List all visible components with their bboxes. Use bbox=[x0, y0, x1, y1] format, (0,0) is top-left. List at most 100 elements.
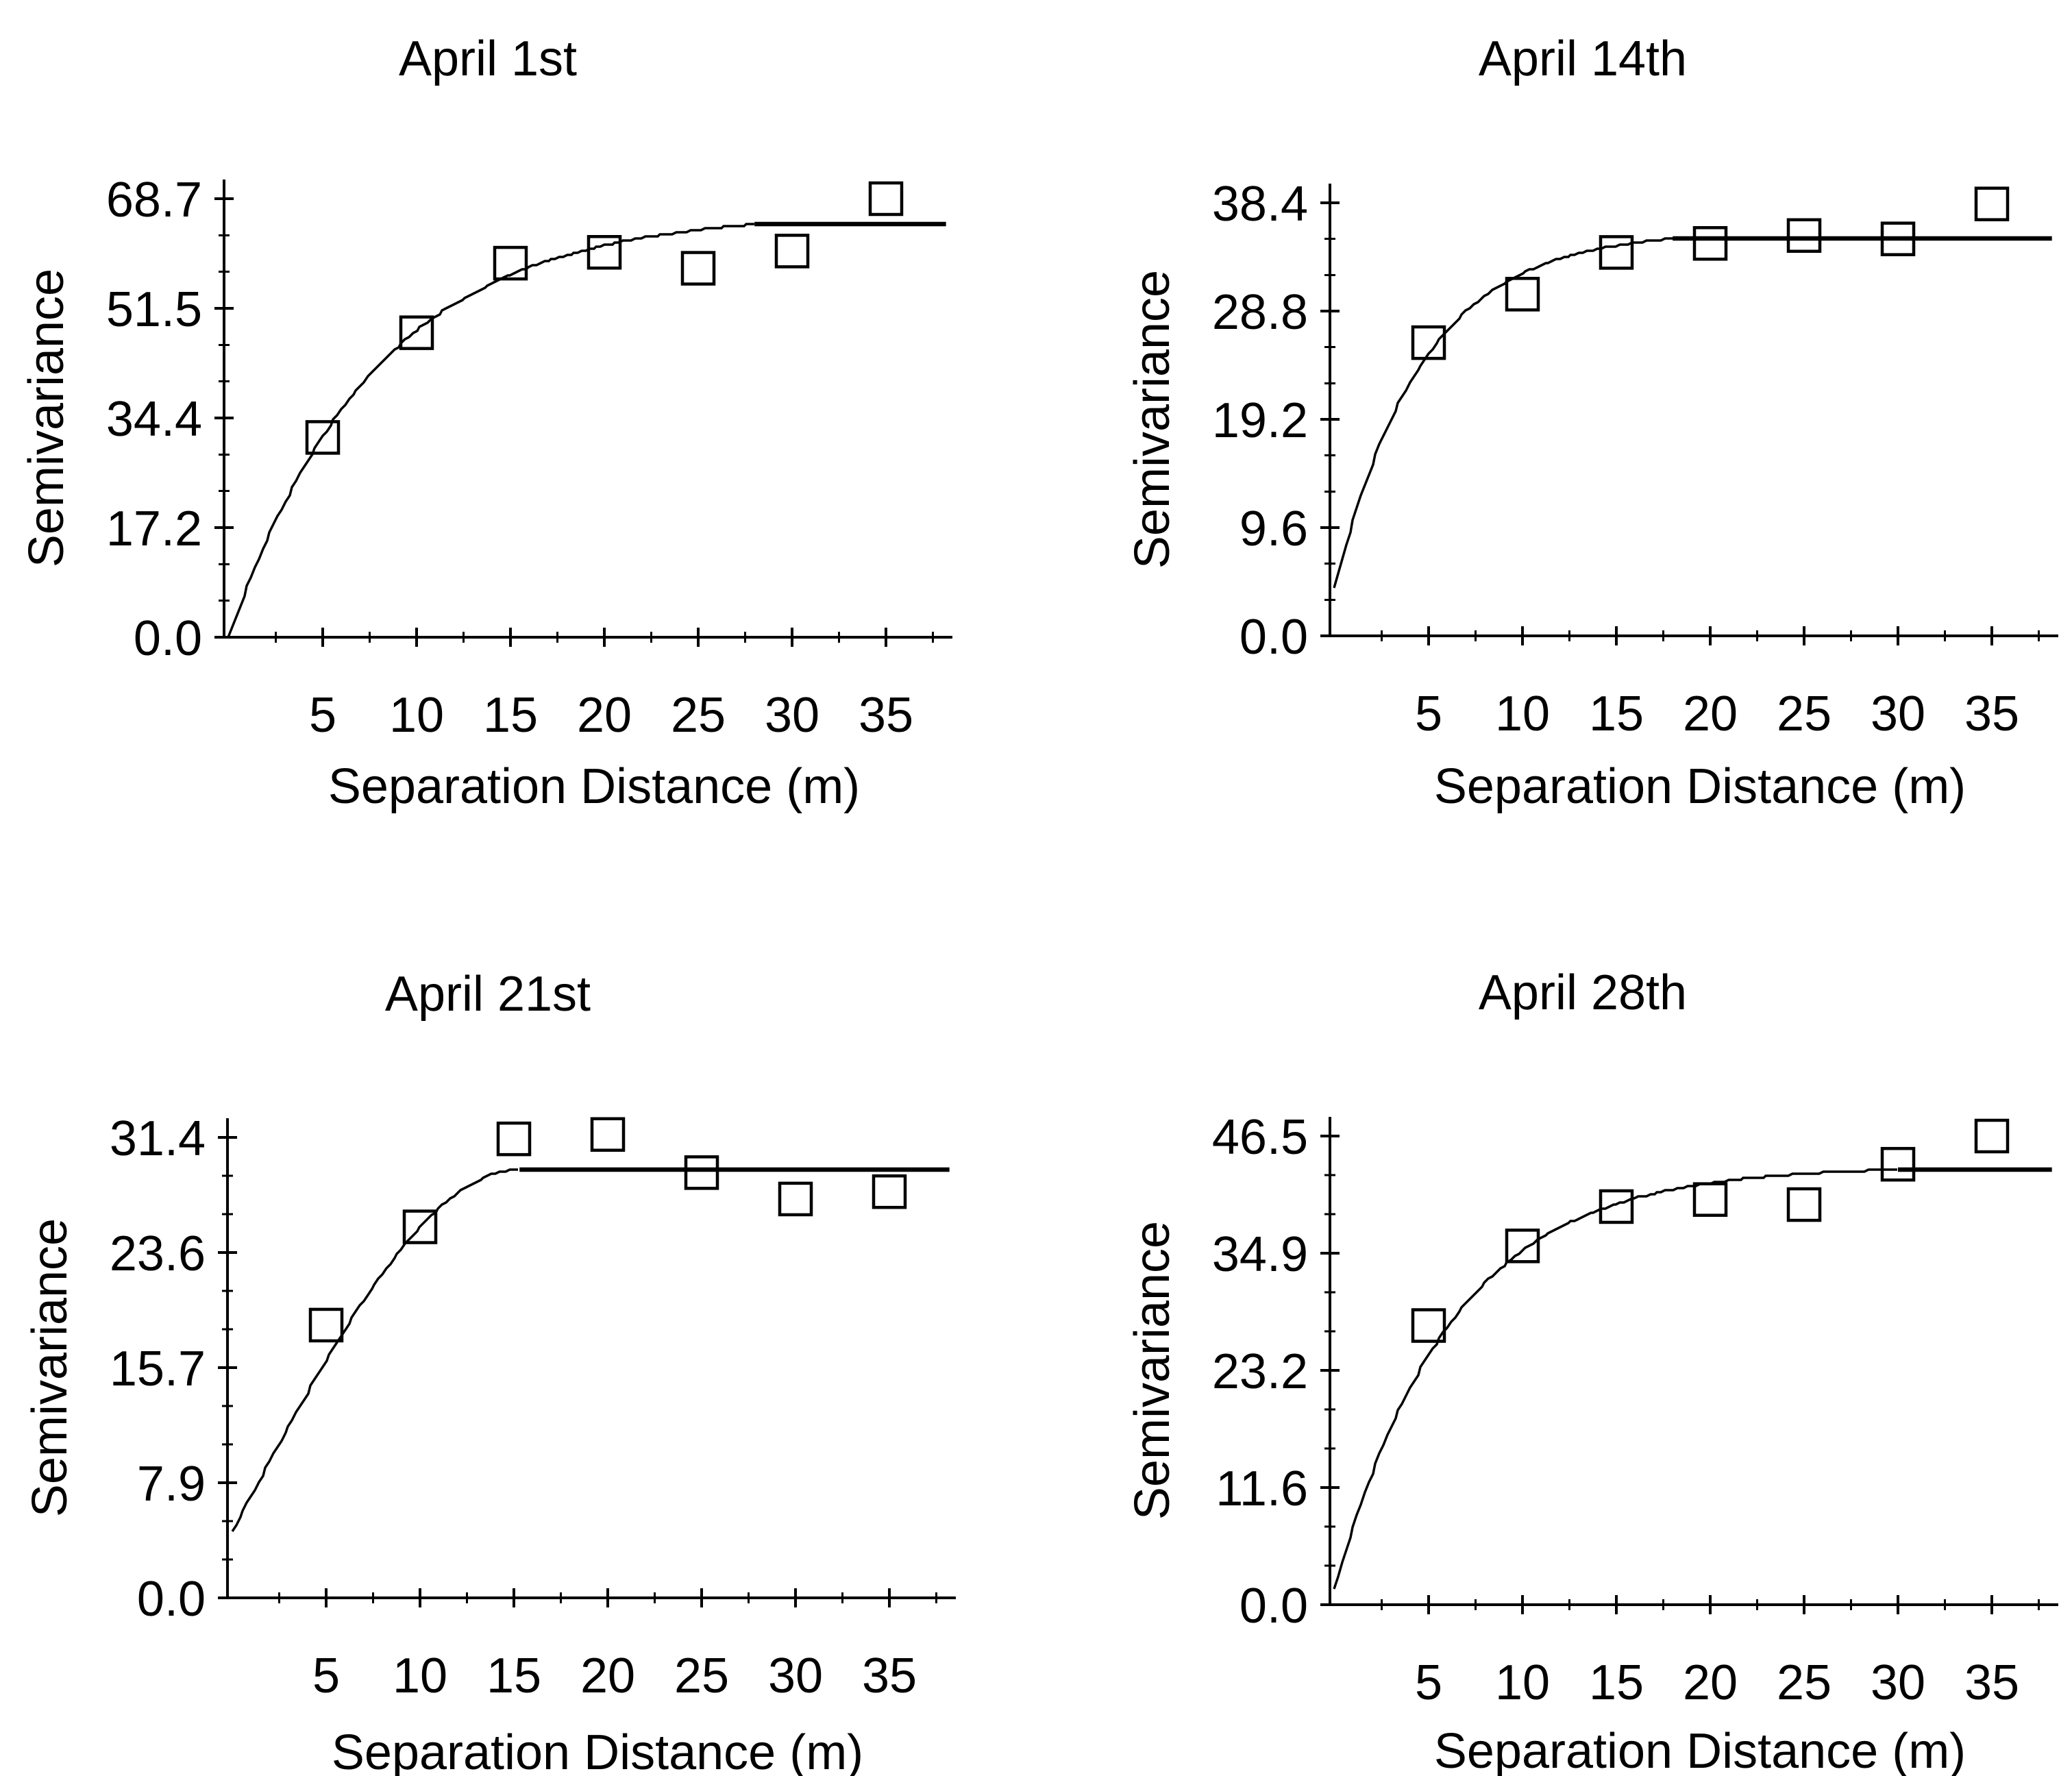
y-tick-label: 34.9 bbox=[1212, 1227, 1308, 1282]
data-point-square bbox=[590, 1117, 626, 1152]
chart-april-28th: April 28th Semivariance Separation Dista… bbox=[1125, 965, 2058, 1776]
data-point-square bbox=[680, 251, 716, 286]
data-point-square bbox=[1974, 1118, 2010, 1154]
x-tick-label: 35 bbox=[1964, 1655, 2019, 1710]
data-point-square bbox=[1692, 1182, 1728, 1217]
chart-title: April 1st bbox=[399, 32, 577, 86]
data-point-square bbox=[1880, 1146, 1916, 1182]
data-point-square bbox=[399, 315, 434, 350]
chart-panel-april-14th: April 14th Semivariance Separation Dista… bbox=[1036, 0, 2072, 888]
plot-area: 0.0 11.6 23.2 34.9 46.5 5 10 15 20 25 30 35 bbox=[1212, 1110, 2058, 1710]
y-tick-label: 0.0 bbox=[1240, 610, 1308, 665]
x-tick-label: 10 bbox=[1495, 687, 1550, 741]
x-tick-label: 10 bbox=[389, 688, 444, 743]
data-point-square bbox=[684, 1155, 719, 1190]
y-tick-label: 0.0 bbox=[1240, 1579, 1308, 1633]
y-tick-label: 38.4 bbox=[1212, 177, 1308, 232]
x-tick-label: 35 bbox=[859, 688, 913, 743]
y-tick-label: 7.9 bbox=[137, 1457, 206, 1512]
y-tick-label: 34.4 bbox=[106, 392, 202, 447]
y-tick-label: 28.8 bbox=[1212, 285, 1308, 340]
x-tick-label: 5 bbox=[1415, 1655, 1442, 1710]
y-axis-label: Semivariance bbox=[19, 269, 74, 567]
x-tick-label: 20 bbox=[1683, 687, 1738, 741]
x-tick-label: 15 bbox=[486, 1649, 541, 1703]
data-point-square bbox=[496, 1121, 532, 1157]
data-point-square bbox=[1599, 235, 1634, 270]
data-point-square bbox=[1411, 325, 1446, 360]
x-tick-label: 30 bbox=[1871, 1655, 1925, 1710]
x-axis-label: Separation Distance (m) bbox=[1434, 1724, 1966, 1776]
y-tick-label: 23.6 bbox=[110, 1226, 206, 1281]
data-point-square bbox=[778, 1181, 813, 1217]
chart-title: April 21st bbox=[385, 967, 591, 1022]
fit-curve bbox=[227, 223, 754, 638]
y-axis-label: Semivariance bbox=[1125, 1221, 1180, 1520]
data-point-square bbox=[1974, 186, 2010, 221]
y-tick-label: 9.6 bbox=[1240, 502, 1308, 556]
x-tick-label: 5 bbox=[309, 688, 336, 743]
data-point-square bbox=[493, 245, 528, 281]
x-tick-label: 15 bbox=[483, 688, 538, 743]
chart-panel-april-1st: April 1st Semivariance Separation Distan… bbox=[0, 0, 1036, 888]
x-tick-label: 35 bbox=[862, 1649, 917, 1703]
y-tick-label: 0.0 bbox=[137, 1572, 206, 1627]
x-axis-label: Separation Distance (m) bbox=[332, 1725, 863, 1776]
data-point-square bbox=[305, 420, 341, 455]
chart-title: April 28th bbox=[1479, 965, 1687, 1020]
y-axis-label: Semivariance bbox=[23, 1218, 77, 1517]
x-tick-label: 25 bbox=[671, 688, 726, 743]
y-tick-label: 23.2 bbox=[1212, 1344, 1308, 1399]
data-point-square bbox=[1505, 1229, 1540, 1263]
x-tick-label: 20 bbox=[580, 1649, 635, 1703]
x-tick-label: 20 bbox=[1683, 1655, 1738, 1710]
data-point-square bbox=[402, 1209, 438, 1244]
data-point-square bbox=[1505, 277, 1540, 312]
x-tick-label: 30 bbox=[1871, 687, 1925, 741]
y-tick-label: 11.6 bbox=[1216, 1462, 1308, 1516]
data-point-square bbox=[1411, 1308, 1446, 1343]
data-point-square bbox=[1786, 1187, 1822, 1222]
data-point-square bbox=[587, 235, 622, 270]
data-point-square bbox=[872, 1174, 907, 1209]
x-tick-label: 15 bbox=[1589, 687, 1644, 741]
x-tick-label: 10 bbox=[393, 1649, 447, 1703]
y-tick-label: 31.4 bbox=[110, 1111, 206, 1166]
chart-title: April 14th bbox=[1479, 32, 1687, 86]
chart-panel-april-21st: April 21st Semivariance Separation Dista… bbox=[0, 888, 1036, 1776]
x-tick-label: 25 bbox=[674, 1649, 729, 1703]
x-tick-label: 10 bbox=[1495, 1655, 1550, 1710]
plot-area: 0.0 17.2 34.4 51.5 68.7 5 10 15 20 25 30 35 bbox=[106, 173, 952, 743]
y-tick-label: 51.5 bbox=[106, 282, 202, 337]
y-tick-label: 17.2 bbox=[106, 502, 202, 556]
x-tick-label: 30 bbox=[765, 688, 819, 743]
plot-area: 0.0 9.6 19.2 28.8 38.4 5 10 15 20 25 30 35 bbox=[1212, 177, 2058, 741]
x-tick-label: 5 bbox=[312, 1649, 340, 1703]
fit-curve bbox=[1333, 237, 1673, 589]
y-tick-label: 0.0 bbox=[134, 611, 202, 666]
x-tick-label: 25 bbox=[1777, 1655, 1832, 1710]
x-axis-label: Separation Distance (m) bbox=[1434, 759, 1966, 814]
x-tick-label: 15 bbox=[1589, 1655, 1644, 1710]
data-point-square bbox=[1880, 221, 1916, 256]
chart-april-1st: April 1st Semivariance Separation Distan… bbox=[19, 32, 952, 814]
chart-april-14th: April 14th Semivariance Separation Dista… bbox=[1125, 32, 2058, 814]
y-tick-label: 15.7 bbox=[110, 1342, 206, 1396]
y-tick-label: 68.7 bbox=[106, 173, 202, 227]
x-tick-label: 5 bbox=[1415, 687, 1442, 741]
fit-curve bbox=[1333, 1168, 1897, 1590]
y-tick-label: 46.5 bbox=[1212, 1110, 1308, 1165]
data-point-square bbox=[774, 234, 810, 269]
x-tick-label: 35 bbox=[1964, 687, 2019, 741]
data-point-square bbox=[1786, 218, 1822, 253]
data-point-square bbox=[868, 181, 904, 217]
data-point-square bbox=[1599, 1189, 1634, 1224]
chart-april-21st: April 21st Semivariance Separation Dista… bbox=[23, 967, 956, 1776]
chart-panel-april-28th: April 28th Semivariance Separation Dista… bbox=[1036, 888, 2072, 1776]
plot-area: 0.0 7.9 15.7 23.6 31.4 5 10 15 20 25 30 35 bbox=[110, 1111, 956, 1703]
data-point-square bbox=[308, 1307, 344, 1343]
x-tick-label: 20 bbox=[577, 688, 632, 743]
data-point-square bbox=[1692, 226, 1728, 261]
x-tick-label: 25 bbox=[1777, 687, 1832, 741]
